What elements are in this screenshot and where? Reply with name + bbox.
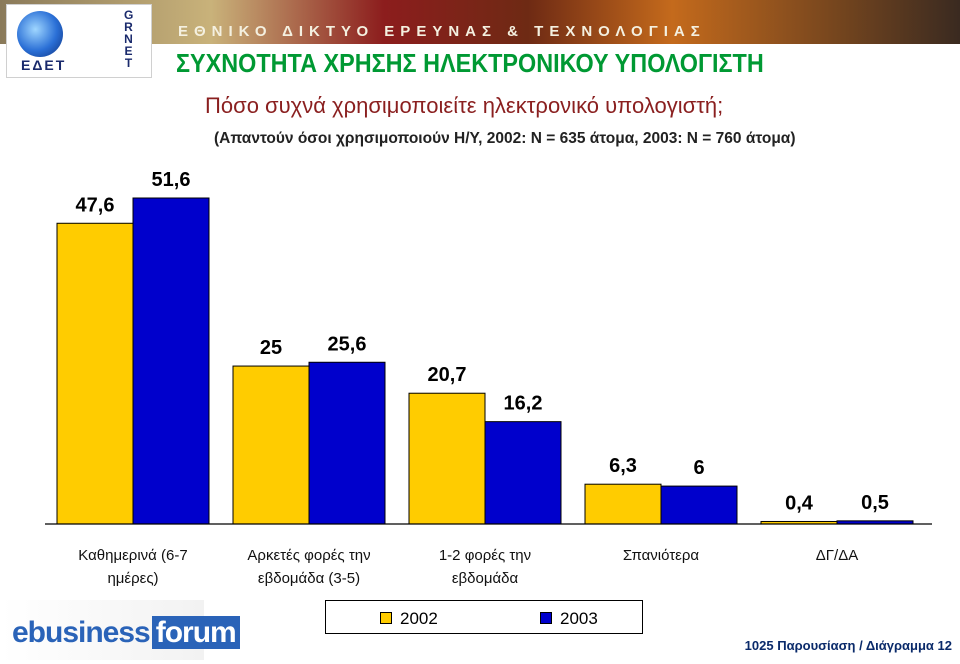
- category-label-3: 1-2 φορές την εβδομάδα: [395, 544, 575, 590]
- bar-2002-2: [232, 365, 310, 525]
- logo-grnet-text: GRNET: [111, 9, 147, 69]
- category-label-5: ΔΓ/ΔΑ: [747, 544, 927, 567]
- data-label-2002-1: 47,6: [76, 194, 115, 216]
- data-label-2003-1: 51,6: [152, 169, 191, 191]
- category-label-4: Σπανιότερα: [571, 544, 751, 567]
- data-label-2003-2: 25,6: [328, 333, 367, 355]
- bar-2002-4: [584, 483, 662, 525]
- chart-title: ΣΥΧΝΟΤΗΤΑ ΧΡΗΣΗΣ ΗΛΕΚΤΡΟΝΙΚΟΥ ΥΠΟΛΟΓΙΣΤΗ: [176, 48, 764, 78]
- legend-swatch-2002: [380, 612, 392, 624]
- bar-2003-1: [132, 197, 210, 525]
- banner-text: ΕΘΝΙΚΟ ΔΙΚΤΥΟ ΕΡΕΥΝΑΣ & ΤΕΧΝΟΛΟΓΙΑΣ: [178, 23, 706, 40]
- category-label-line: ΔΓ/ΔΑ: [815, 547, 859, 564]
- globe-icon: [17, 11, 63, 57]
- category-label-line: εβδομάδα: [451, 570, 519, 587]
- data-label-2002-2: 25: [260, 337, 282, 359]
- category-label-2: Αρκετές φορές την εβδομάδα (3-5): [219, 544, 399, 590]
- data-label-2003-3: 16,2: [504, 393, 543, 415]
- ebusinessforum-logo: ebusiness forum: [2, 600, 240, 660]
- data-label-2002-4: 6,3: [609, 455, 637, 477]
- ebusinessforum-logo-text: ebusiness forum: [12, 616, 240, 650]
- category-label-line: Καθημερινά (6-7: [78, 547, 188, 564]
- ebiz-logo-part1: ebusiness: [12, 616, 151, 649]
- data-label-2003-5: 0,5: [861, 492, 889, 514]
- bar-2002-3: [408, 392, 486, 525]
- legend-label-2003: 2003: [560, 609, 598, 628]
- chart-note: (Απαντούν όσοι χρησιμοποιούν Η/Υ, 2002: …: [214, 130, 796, 147]
- chart-subtitle: Πόσο συχνά χρησιμοποιείτε ηλεκτρονικό υπ…: [205, 93, 724, 118]
- category-label-1: Καθημερινά (6-7 ημέρες): [43, 544, 223, 590]
- bar-2002-1: [56, 222, 134, 525]
- logo-edet-text: ΕΔΕΤ: [21, 57, 67, 73]
- category-label-line: ημέρες): [107, 570, 159, 587]
- legend-swatch-2003: [540, 612, 552, 624]
- category-label-line: Αρκετές φορές την: [247, 547, 371, 564]
- slide-caption: 1025 Παρουσίαση / Διάγραμμα 12: [744, 638, 952, 653]
- bar-2003-4: [660, 485, 738, 525]
- category-label-line: 1-2 φορές την: [438, 547, 532, 564]
- ebiz-logo-part2: forum: [151, 616, 240, 649]
- category-label-line: εβδομάδα (3-5): [257, 570, 361, 587]
- data-label-2003-4: 6: [693, 457, 704, 479]
- data-label-2002-3: 20,7: [428, 364, 467, 386]
- category-label-line: Σπανιότερα: [622, 547, 700, 564]
- top-banner: ΕΘΝΙΚΟ ΔΙΚΤΥΟ ΕΡΕΥΝΑΣ & ΤΕΧΝΟΛΟΓΙΑΣ: [0, 0, 960, 44]
- bar-2003-2: [308, 361, 386, 525]
- bar-2003-3: [484, 421, 562, 525]
- chart-legend: 2002 2003: [325, 600, 643, 634]
- grnet-logo: GRNET ΕΔΕΤ: [6, 4, 152, 78]
- data-label-2002-5: 0,4: [785, 492, 814, 514]
- logo-grnet-letters: GRNET: [124, 8, 135, 70]
- legend-label-2002: 2002: [400, 609, 438, 628]
